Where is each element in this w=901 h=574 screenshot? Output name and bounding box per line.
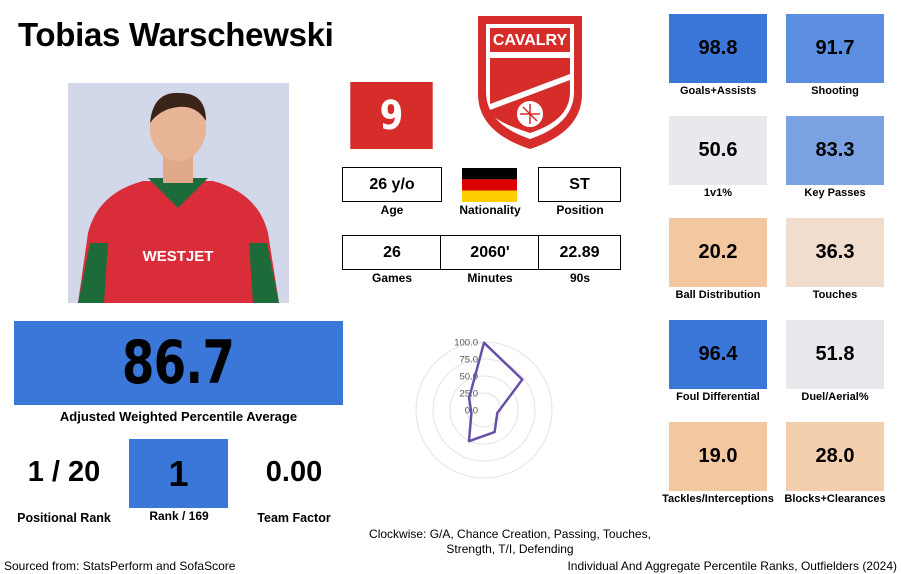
- tile-value: 91.7: [786, 14, 884, 83]
- radar-chart: 100.075.050.025.00.0: [415, 338, 553, 479]
- score-label: Adjusted Weighted Percentile Average: [59, 409, 298, 424]
- club-name: CAVALRY: [492, 32, 568, 49]
- tile-label: Foul Differential: [676, 391, 760, 403]
- tile-label: Goals+Assists: [679, 85, 757, 97]
- club-crest: CAVALRY: [476, 14, 584, 151]
- minutes-box: 2060': [440, 235, 540, 270]
- age-label: Age: [380, 203, 404, 217]
- tile-label: Tackles/Interceptions: [662, 493, 774, 505]
- positional-rank-value: 1 / 20: [27, 456, 101, 488]
- games-box: 26: [342, 235, 442, 270]
- radar-caption-line1: Clockwise: G/A, Chance Creation, Passing…: [369, 527, 651, 541]
- nationality-flag-icon: [462, 168, 517, 202]
- score-value: 86.7: [122, 328, 235, 398]
- radar-grid-ring: [415, 341, 553, 479]
- radar-tick-label: 25.0: [460, 389, 479, 400]
- tile-label: Ball Distribution: [675, 289, 761, 301]
- tile-value: 83.3: [786, 116, 884, 185]
- tile-value: 20.2: [669, 218, 767, 287]
- team-factor-value: 0.00: [265, 456, 323, 488]
- jersey-number: 9: [350, 82, 433, 149]
- tile-value: 28.0: [786, 422, 884, 491]
- radar-series-line: [467, 341, 524, 443]
- tile-label: Blocks+Clearances: [784, 493, 886, 505]
- tile-value: 36.3: [786, 218, 884, 287]
- radar-tick-label: 100.0: [454, 338, 478, 349]
- footer-title: Individual And Aggregate Percentile Rank…: [567, 559, 897, 573]
- nationality-label: Nationality: [459, 203, 521, 217]
- rank-box: 1: [129, 439, 228, 508]
- radar-tick-label: 50.0: [460, 372, 479, 383]
- position-box: ST: [538, 167, 621, 202]
- svg-text:WESTJET: WESTJET: [143, 248, 214, 265]
- tile-label: Key Passes: [804, 187, 866, 199]
- player-name: Tobias Warschewski: [18, 16, 334, 53]
- tile-value: 96.4: [669, 320, 767, 389]
- tile-label: 1v1%: [703, 187, 733, 199]
- radar-grid-ring: [449, 375, 519, 445]
- rank-label: Rank / 169: [149, 509, 209, 523]
- radar-caption: Clockwise: G/A, Chance Creation, Passing…: [340, 527, 680, 557]
- source-note: Sourced from: StatsPerform and SofaScore: [4, 559, 236, 573]
- tile-value: 51.8: [786, 320, 884, 389]
- tile-value: 98.8: [669, 14, 767, 83]
- age-box: 26 y/o: [342, 167, 442, 202]
- tile-label: Shooting: [811, 85, 859, 97]
- player-photo: WESTJET: [68, 83, 289, 303]
- tile-label: Touches: [812, 289, 858, 301]
- tile-label: Duel/Aerial%: [801, 391, 869, 403]
- minutes-label: Minutes: [467, 271, 513, 285]
- nineties-box: 22.89: [538, 235, 621, 270]
- radar-tick-label: 75.0: [460, 355, 479, 366]
- tile-value: 19.0: [669, 422, 767, 491]
- positional-rank-label: Positional Rank: [17, 511, 111, 525]
- tile-value: 50.6: [669, 116, 767, 185]
- position-label: Position: [556, 203, 604, 217]
- nineties-label: 90s: [569, 271, 591, 285]
- radar-grid-ring: [432, 358, 536, 462]
- score-box: 86.7: [14, 321, 343, 405]
- radar-caption-line2: Strength, T/I, Defending: [446, 542, 574, 556]
- games-label: Games: [371, 271, 413, 285]
- team-factor-label: Team Factor: [257, 511, 331, 525]
